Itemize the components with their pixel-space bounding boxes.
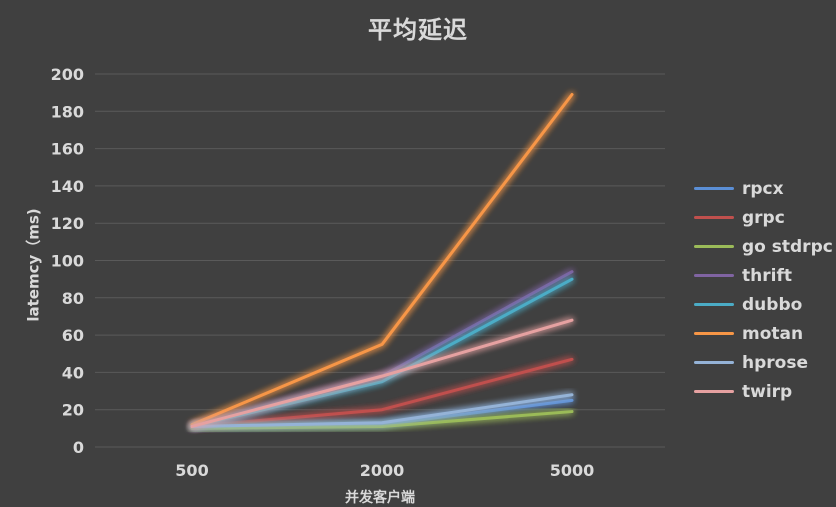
series-lines xyxy=(190,93,574,430)
y-tick-label: 80 xyxy=(62,289,84,308)
legend-item-go-stdrpc: go stdrpc xyxy=(694,232,833,261)
y-tick-label: 100 xyxy=(51,252,84,271)
legend-item-thrift: thrift xyxy=(694,261,833,290)
x-axis-label: 并发客户端 xyxy=(345,490,415,506)
series-line-twirp xyxy=(190,318,574,428)
y-tick-label: 180 xyxy=(51,102,84,121)
legend-swatch xyxy=(694,390,734,393)
legend-label: hprose xyxy=(742,352,808,373)
legend-label: rpcx xyxy=(742,178,784,199)
legend-swatch xyxy=(694,274,734,277)
legend-swatch xyxy=(694,332,734,335)
legend-swatch xyxy=(694,187,734,190)
legend-item-grpc: grpc xyxy=(694,203,833,232)
x-tick-label: 500 xyxy=(175,461,208,480)
x-tick-label: 2000 xyxy=(360,461,405,480)
y-tick-label: 0 xyxy=(73,438,84,457)
legend-label: dubbo xyxy=(742,294,803,315)
series-line-motan xyxy=(190,93,574,427)
legend-label: go stdrpc xyxy=(742,236,833,257)
legend-item-hprose: hprose xyxy=(694,348,833,377)
y-tick-label: 160 xyxy=(51,140,84,159)
legend-item-dubbo: dubbo xyxy=(694,290,833,319)
legend-swatch xyxy=(694,245,734,248)
legend-label: motan xyxy=(742,323,804,344)
y-tick-label: 60 xyxy=(62,326,84,345)
legend-swatch xyxy=(694,361,734,364)
y-axis-label: latemcy（ms) xyxy=(24,208,43,322)
y-tick-label: 200 xyxy=(51,65,84,84)
series-line-go-stdrpc xyxy=(190,410,574,430)
y-tick-label: 140 xyxy=(51,177,84,196)
y-tick-label: 120 xyxy=(51,214,84,233)
series-line-grpc xyxy=(190,357,574,428)
legend-item-motan: motan xyxy=(694,319,833,348)
y-axis-ticks: 0 20 40 60 80 100 120 140 160 180 200 xyxy=(51,65,84,457)
legend-item-twirp: twirp xyxy=(694,377,833,406)
legend-label: thrift xyxy=(742,265,792,286)
legend-swatch xyxy=(694,303,734,306)
legend-label: twirp xyxy=(742,381,793,402)
chart-title: 平均延迟 xyxy=(368,16,468,44)
chart-legend: rpcx grpc go stdrpc thrift dubbo motan hprose t… xyxy=(694,174,833,406)
legend-label: grpc xyxy=(742,207,785,228)
legend-item-rpcx: rpcx xyxy=(694,174,833,203)
x-axis-ticks: 500 2000 5000 xyxy=(175,461,594,480)
series-line-dubbo xyxy=(190,277,574,428)
x-tick-label: 5000 xyxy=(550,461,595,480)
y-tick-label: 20 xyxy=(62,401,84,420)
grid-lines xyxy=(95,73,665,448)
y-tick-label: 40 xyxy=(62,363,84,382)
legend-swatch xyxy=(694,216,734,219)
series-line-hprose xyxy=(190,393,574,428)
